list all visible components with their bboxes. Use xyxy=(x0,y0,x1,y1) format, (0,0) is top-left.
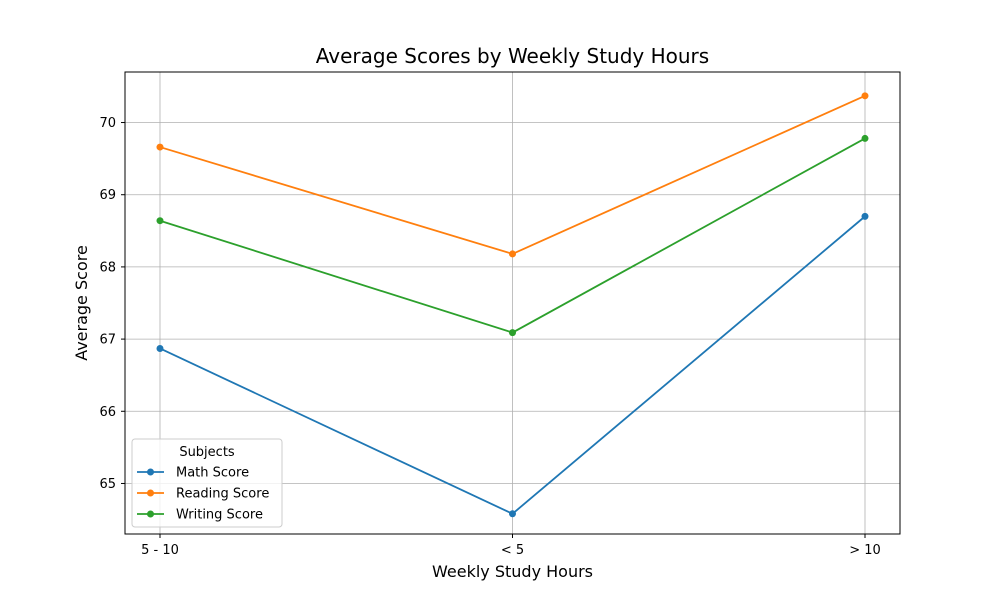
reading-score-point xyxy=(861,92,869,100)
math-score-point xyxy=(156,344,164,352)
math-score-point xyxy=(509,510,516,518)
legend-label-writing-score: Writing Score xyxy=(176,508,263,523)
x-axis-label: Weekly Study Hours xyxy=(432,562,593,581)
math-score-point xyxy=(861,212,869,220)
x-tick-label: < 5 xyxy=(501,543,524,558)
legend-box xyxy=(131,438,283,528)
series-layer xyxy=(156,92,869,518)
legend: Subjects Math Score Reading Score Writing S… xyxy=(131,438,283,528)
y-axis-label: Average Score xyxy=(72,245,91,361)
grid xyxy=(125,72,900,534)
legend-title: Subjects xyxy=(179,445,235,460)
chart-title: Average Scores by Weekly Study Hours xyxy=(316,44,709,68)
legend-label-reading-score: Reading Score xyxy=(176,487,269,502)
y-tick-label: 70 xyxy=(99,116,116,131)
reading-score-point xyxy=(156,143,164,151)
y-tick-label: 68 xyxy=(99,260,116,275)
y-tick-label: 69 xyxy=(99,188,116,203)
y-tick-label: 66 xyxy=(99,405,116,420)
writing-score-point xyxy=(861,134,869,142)
x-tick-label: 5 - 10 xyxy=(141,543,179,558)
reading-score-point xyxy=(509,250,516,258)
y-tick-label: 65 xyxy=(99,477,116,492)
axis-ticks: 65 66 67 68 69 70 5 - 10 < 5 > 10 xyxy=(99,116,880,558)
legend-label-math-score: Math Score xyxy=(176,466,249,481)
legend-marker-math-score xyxy=(147,468,154,476)
x-tick-label: > 10 xyxy=(849,543,881,558)
writing-score-point xyxy=(156,217,164,225)
legend-marker-reading-score xyxy=(147,489,154,497)
legend-marker-writing-score xyxy=(147,510,154,518)
writing-score-point xyxy=(509,329,516,337)
y-tick-label: 67 xyxy=(99,333,116,348)
